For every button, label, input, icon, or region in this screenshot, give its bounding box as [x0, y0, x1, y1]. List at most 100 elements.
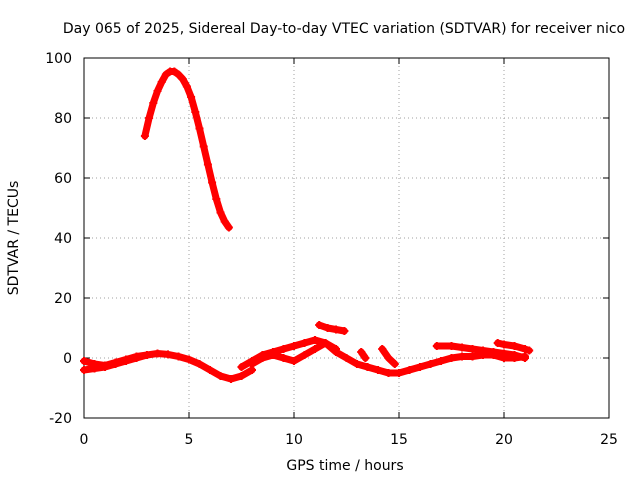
data-point [191, 108, 200, 116]
data-point [361, 354, 370, 362]
data-point [212, 195, 221, 203]
data-point [432, 342, 441, 350]
data-point [279, 354, 288, 362]
x-tick-label: 15 [390, 432, 408, 448]
data-point [525, 346, 534, 355]
series-line [315, 321, 348, 335]
data-point [153, 349, 162, 358]
data-point [378, 345, 387, 353]
data-point [384, 369, 393, 377]
data-point [311, 345, 319, 353]
chart-title: Day 065 of 2025, Sidereal Day-to-day VTE… [63, 21, 625, 37]
series-line [364, 351, 529, 377]
data-point [390, 360, 399, 368]
series-arc-low-5 [315, 321, 349, 335]
data-point [493, 339, 502, 347]
data-point [269, 351, 277, 359]
data-point [374, 366, 382, 374]
data-point [479, 346, 487, 355]
data-point [143, 351, 151, 359]
grid-lines [84, 58, 609, 418]
series-arc-low-10 [493, 339, 534, 355]
data-point [237, 372, 246, 380]
data-point [458, 343, 466, 352]
data-point [199, 142, 208, 151]
data-point [206, 366, 214, 374]
data-point [224, 223, 233, 232]
y-tick-label: 20 [54, 291, 72, 307]
x-axis-label: GPS time / hours [286, 458, 403, 474]
data-point [153, 87, 162, 95]
data-point [321, 339, 330, 347]
x-tick-label: 20 [495, 432, 513, 448]
data-point [149, 99, 158, 107]
data-point [101, 361, 109, 370]
data-point [174, 352, 183, 361]
series-arc-low-4 [248, 339, 340, 368]
data-point [332, 325, 340, 334]
data-point [510, 342, 519, 350]
data-point [510, 351, 519, 359]
data-point [437, 357, 445, 365]
data-point [405, 366, 414, 374]
data-point [220, 217, 229, 226]
data-point [258, 354, 267, 362]
data-point [140, 132, 149, 140]
data-point [208, 178, 217, 187]
data-point [395, 369, 403, 377]
data-point [164, 350, 172, 359]
series-arc-low-7 [378, 345, 399, 368]
data-point [216, 372, 225, 380]
axis-ticks: 0 5 10 15 20 25 -20 0 20 40 60 80 100 [45, 51, 618, 448]
data-point [279, 345, 288, 353]
data-point [332, 345, 340, 353]
data-point [195, 124, 204, 133]
y-tick-label: -20 [49, 411, 72, 427]
y-tick-label: 100 [45, 51, 72, 67]
data-point [111, 358, 120, 367]
data-points [80, 67, 534, 383]
data-point [489, 348, 498, 356]
data-point [447, 342, 456, 350]
data-point [248, 360, 256, 368]
data-point [195, 360, 204, 368]
data-point [416, 363, 424, 371]
data-point [182, 82, 191, 91]
data-point [426, 360, 435, 368]
data-point [161, 70, 170, 79]
data-point [500, 349, 508, 358]
y-tick-label: 60 [54, 171, 72, 187]
y-tick-label: 40 [54, 231, 72, 247]
data-point [500, 340, 508, 349]
data-point [216, 208, 225, 217]
series-arc-high [140, 67, 233, 232]
data-point [458, 352, 466, 361]
x-tick-label: 5 [185, 432, 194, 448]
data-point [157, 78, 166, 86]
data-point [80, 357, 88, 365]
data-point [90, 360, 99, 368]
data-point [521, 345, 529, 353]
data-point [290, 342, 298, 350]
y-axis-label: SDTVAR / TECUs [6, 181, 22, 296]
x-tick-label: 0 [80, 432, 89, 448]
x-tick-label: 25 [600, 432, 618, 448]
data-point [447, 354, 456, 362]
data-point [145, 114, 154, 122]
data-point [300, 339, 309, 347]
data-point [170, 67, 179, 76]
data-point [187, 93, 196, 101]
data-point [185, 355, 193, 364]
series-arc-low-6 [357, 348, 370, 362]
data-point [357, 348, 366, 356]
data-point [132, 352, 141, 361]
data-point [203, 160, 212, 169]
data-point [237, 363, 246, 371]
data-point [300, 351, 309, 359]
data-point [353, 360, 361, 368]
plot-frame [83, 57, 610, 419]
x-tick-label: 10 [285, 432, 303, 448]
data-point [80, 366, 88, 374]
data-point [340, 327, 349, 335]
